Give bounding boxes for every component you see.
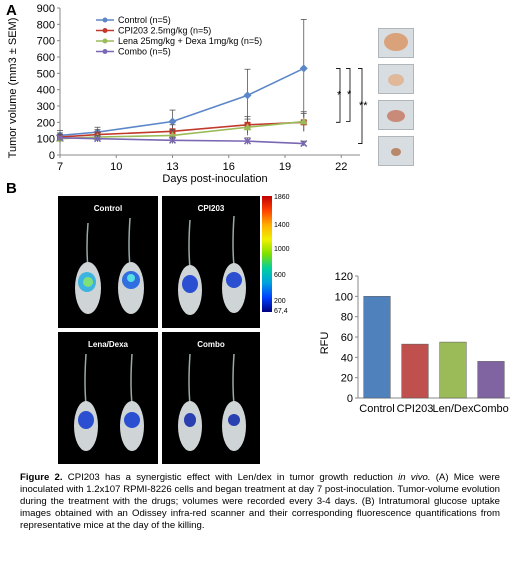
figure-caption: Figure 2. CPI203 has a synergistic effec… — [20, 472, 500, 532]
bar-chart-ticks: 0 20 40 60 80 100 120 — [335, 271, 358, 405]
colorbar — [262, 196, 272, 312]
imaging-panel-cpi203: CPI203 — [162, 196, 260, 328]
significance-bracket — [358, 68, 363, 144]
y-tick-label: 900 — [37, 3, 55, 15]
y-tick-label: 0 — [49, 150, 55, 162]
imaging-label-combo: Combo — [197, 340, 225, 349]
imaging-panel-combo: Combo — [162, 332, 260, 464]
bar-category-label: Len/Dex — [433, 403, 474, 415]
tumor-photo-lena-dexa — [378, 100, 414, 130]
bar-y-tick-label: 40 — [341, 352, 353, 364]
mouse-image-control — [75, 217, 144, 314]
x-tick-label: 13 — [166, 161, 178, 173]
tumor-photo-combo — [378, 136, 414, 166]
legend-marker — [102, 17, 108, 23]
x-tick-label: 19 — [279, 161, 291, 173]
data-point — [300, 140, 308, 148]
tumor-photo-control — [378, 28, 414, 58]
imaging-label-cpi203: CPI203 — [197, 204, 225, 213]
caption-rest: (A) Mice were inoculated with 1.2x107 RP… — [20, 472, 501, 531]
x-axis-title: Days post-inoculation — [162, 173, 267, 185]
legend-entry: Combo (n=5) — [118, 47, 171, 57]
bar — [439, 341, 467, 399]
bar-category-label: Combo — [473, 403, 508, 415]
bar-y-axis-title: RFU — [319, 332, 331, 355]
legend-entry: Control (n=5) — [118, 15, 171, 25]
y-tick-label: 800 — [37, 19, 55, 31]
colorbar-tick: 600 — [274, 272, 286, 279]
data-point — [56, 134, 64, 142]
colorbar-tick: 1000 — [274, 246, 290, 253]
y-tick-label: 200 — [37, 117, 55, 129]
legend-marker — [102, 28, 108, 33]
bar-chart: 0 20 40 60 80 100 120 Control CPI203 Len/Dex Comb… — [319, 271, 510, 415]
bar-y-tick-label: 80 — [341, 312, 353, 324]
data-point — [243, 137, 252, 145]
significance-mark: * — [337, 89, 342, 101]
bar-y-tick-label: 0 — [347, 393, 353, 405]
legend-entry: Lena 25mg/kg + Dexa 1mg/kg (n=5) — [118, 36, 262, 46]
bar-category-label: Control — [359, 403, 394, 415]
y-tick-label: 700 — [37, 36, 55, 48]
mouse-image-lena-dexa — [74, 353, 144, 451]
panel-label-a: A — [6, 2, 17, 19]
significance-mark: ** — [359, 100, 368, 112]
data-point — [168, 117, 177, 126]
colorbar-tick: 200 — [274, 298, 286, 305]
imaging-label-control: Control — [93, 204, 123, 213]
bar — [363, 296, 391, 399]
caption-italic: in vivo. — [398, 472, 431, 483]
bar-y-tick-label: 60 — [341, 332, 353, 344]
colorbar-tick: 1400 — [274, 222, 290, 229]
data-point — [299, 117, 308, 125]
x-tick-label: 22 — [335, 161, 347, 173]
line-chart-ticks: 0 100 200 300 400 500 600 700 800 900 7 10 13 16 19 22 — [37, 3, 348, 173]
line-chart-legend: Control (n=5)CPI203 2.5mg/kg (n=5)Lena 2… — [96, 15, 262, 57]
mouse-image-combo — [178, 353, 246, 451]
significance-mark: * — [347, 89, 352, 101]
imaging-label-lena-dexa: Lena/Dexa — [87, 340, 129, 349]
bar-chart-bars — [363, 296, 505, 399]
significance-brackets: * *** — [336, 68, 368, 144]
caption-text: CPI203 has a synergistic effect with Len… — [62, 472, 399, 483]
bar-category-label: CPI203 — [397, 403, 434, 415]
tumor-photo-cpi203 — [378, 64, 414, 94]
legend-entry: CPI203 2.5mg/kg (n=5) — [118, 26, 211, 36]
y-tick-label: 100 — [37, 134, 55, 146]
imaging-panel-control: Control — [58, 196, 158, 328]
y-tick-label: 500 — [37, 68, 55, 80]
data-point — [93, 135, 102, 143]
bar-y-tick-label: 100 — [335, 291, 353, 303]
x-tick-label: 7 — [57, 161, 63, 173]
data-point — [243, 123, 252, 131]
colorbar-tick: 1860 — [274, 194, 290, 201]
mouse-image-cpi203 — [178, 215, 246, 315]
caption-bold: Figure 2. — [20, 472, 63, 483]
significance-bracket — [336, 68, 341, 123]
data-point — [243, 91, 252, 100]
tumor-photo-column — [378, 28, 414, 166]
y-tick-label: 400 — [37, 85, 55, 97]
y-tick-label: 300 — [37, 101, 55, 113]
bar — [401, 343, 429, 399]
y-axis-title: Tumor volume (mm3 ± SEM) — [7, 18, 19, 159]
colorbar-tick: 67,4 — [274, 308, 288, 315]
legend-marker — [102, 49, 108, 54]
data-point — [168, 136, 177, 144]
x-tick-label: 16 — [223, 161, 235, 173]
y-tick-label: 600 — [37, 52, 55, 64]
line-chart-series — [56, 19, 308, 148]
bar-chart-categories: Control CPI203 Len/Dex Combo — [359, 403, 508, 415]
bar — [477, 361, 505, 399]
x-tick-label: 10 — [110, 161, 122, 173]
imaging-panel-lena-dexa: Lena/Dexa — [58, 332, 158, 464]
bar-y-tick-label: 20 — [341, 373, 353, 385]
bar-y-tick-label: 120 — [335, 271, 353, 283]
data-point — [299, 64, 308, 73]
significance-bracket — [346, 68, 351, 122]
panel-label-b: B — [6, 180, 17, 197]
legend-marker — [102, 38, 108, 44]
